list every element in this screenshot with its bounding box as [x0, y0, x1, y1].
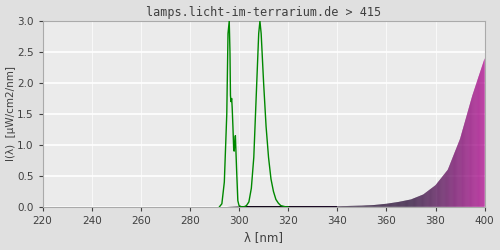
- Y-axis label: I(λ)  [μW/cm2/nm]: I(λ) [μW/cm2/nm]: [6, 66, 16, 162]
- X-axis label: λ [nm]: λ [nm]: [244, 232, 283, 244]
- Title: lamps.licht-im-terrarium.de > 415: lamps.licht-im-terrarium.de > 415: [146, 6, 381, 18]
